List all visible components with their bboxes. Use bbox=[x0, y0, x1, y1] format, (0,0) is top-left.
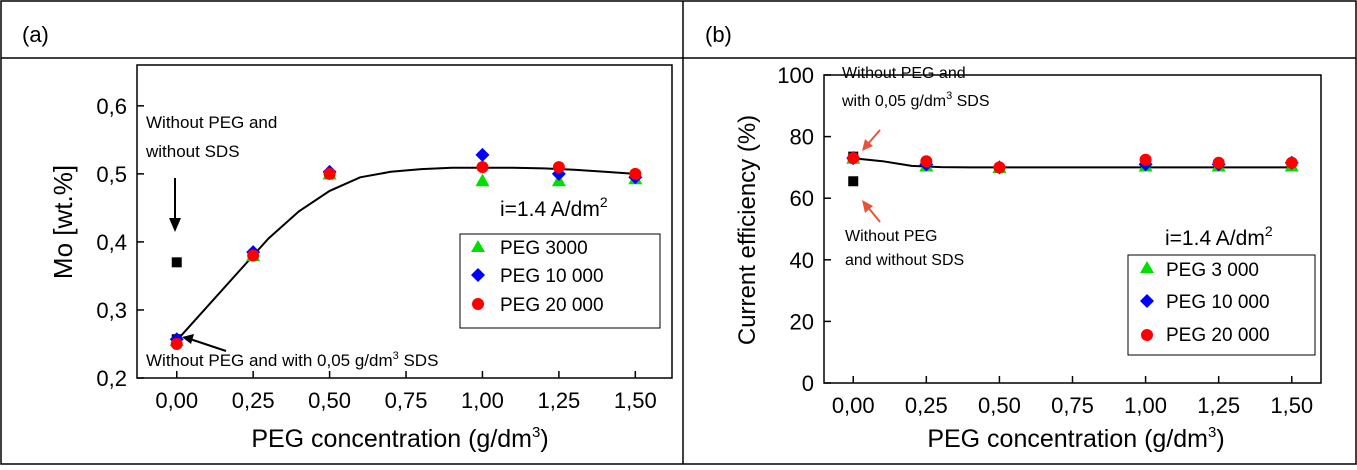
x-tick-label-a: 1,25 bbox=[537, 388, 580, 413]
point-a-peg10000 bbox=[475, 147, 490, 162]
reference-point-b bbox=[848, 176, 859, 187]
legend-b-label-peg10000: PEG 10 000 bbox=[1166, 292, 1270, 313]
annotation-a-without-sds-line1: Without PEG and bbox=[146, 113, 277, 132]
y-tick-label-b: 100 bbox=[777, 63, 814, 88]
x-tick-label-a: 0,00 bbox=[155, 388, 198, 413]
arrowhead-b-with-sds bbox=[862, 139, 873, 151]
y-tick-label-a: 0,4 bbox=[96, 230, 127, 255]
y-tick-label-a: 0,5 bbox=[96, 162, 127, 187]
y-tick-label-a: 0,6 bbox=[96, 94, 127, 119]
y-tick-label-a: 0,3 bbox=[96, 298, 127, 323]
y-axis-label-b: Current efficiency (%) bbox=[734, 115, 761, 345]
panel-label-b: (b) bbox=[705, 22, 732, 47]
point-b-peg20000 bbox=[1139, 153, 1152, 166]
reference-point-a bbox=[171, 257, 182, 268]
y-tick-label-b: 60 bbox=[790, 186, 814, 211]
chart-b: Current efficiency (%) PEG concentration… bbox=[734, 63, 1322, 453]
x-tick-label-a: 0,25 bbox=[232, 388, 275, 413]
legend-a-label-peg10000: PEG 10 000 bbox=[500, 266, 604, 287]
x-tick-label-a: 0,50 bbox=[308, 388, 351, 413]
annotation-b-with-sds-line2: with 0,05 g/dm3 SDS bbox=[841, 90, 990, 110]
legend-a-marker-peg20000 bbox=[472, 298, 484, 310]
x-tick-label-b: 0,50 bbox=[978, 393, 1021, 418]
x-axis-label-a: PEG concentration (g/dm3) bbox=[251, 424, 548, 453]
legend-a-label-peg20000: PEG 20 000 bbox=[500, 295, 604, 316]
legend-b-label-peg3000: PEG 3 000 bbox=[1166, 260, 1259, 281]
point-a-peg20000 bbox=[552, 161, 565, 174]
arrowhead-a-with-sds bbox=[182, 334, 194, 344]
point-b-peg20000 bbox=[1212, 156, 1225, 169]
x-tick-label-b: 1,25 bbox=[1197, 393, 1240, 418]
x-tick-label-b: 1,00 bbox=[1124, 393, 1167, 418]
y-tick-label-b: 20 bbox=[790, 309, 814, 334]
point-b-peg20000 bbox=[847, 152, 860, 165]
chart-a: Mo [wt.%] PEG concentration (g/dm3) With… bbox=[48, 64, 673, 453]
x-tick-label-a: 1,00 bbox=[461, 388, 504, 413]
legend-b: PEG 3 000 PEG 10 000 PEG 20 000 bbox=[1127, 254, 1316, 356]
legend-b-marker-peg20000 bbox=[1141, 329, 1153, 341]
legend-b-marker-peg3000 bbox=[1140, 261, 1154, 273]
point-a-peg20000 bbox=[170, 337, 183, 350]
legend-box-b bbox=[1127, 254, 1316, 356]
legend-a-marker-peg3000 bbox=[471, 240, 485, 252]
point-a-peg20000 bbox=[629, 167, 642, 180]
x-tick-label-a: 1,50 bbox=[614, 388, 657, 413]
annotation-a-with-sds: Without PEG and with 0,05 g/dm3 SDS bbox=[146, 350, 438, 370]
x-axis-label-b: PEG concentration (g/dm3) bbox=[927, 424, 1224, 453]
legend-a: PEG 3000 PEG 10 000 PEG 20 000 bbox=[459, 233, 661, 329]
x-tick-label-a: 0,75 bbox=[385, 388, 428, 413]
arrow-a-with-sds bbox=[189, 338, 227, 352]
y-tick-label-b: 80 bbox=[790, 125, 814, 150]
point-b-peg20000 bbox=[920, 155, 933, 168]
legend-b-marker-peg10000 bbox=[1140, 294, 1154, 308]
plot-area-a bbox=[136, 64, 673, 379]
legend-b-label-peg20000: PEG 20 000 bbox=[1166, 325, 1270, 346]
arrow-b-with-sds bbox=[866, 129, 881, 146]
arrowhead-a-without-sds bbox=[169, 218, 181, 232]
current-density-b: i=1.4 A/dm2 bbox=[1165, 223, 1273, 250]
legend-a-label-peg3000: PEG 3000 bbox=[500, 238, 588, 259]
point-a-peg20000 bbox=[323, 167, 336, 180]
current-density-a: i=1.4 A/dm2 bbox=[500, 194, 608, 221]
annotation-a-without-sds-line2: without SDS bbox=[145, 142, 240, 161]
legend-a-marker-peg10000 bbox=[471, 268, 485, 282]
x-tick-label-b: 0,25 bbox=[905, 393, 948, 418]
annotation-b-with-sds-line1: Without PEG and bbox=[842, 65, 966, 82]
point-a-peg20000 bbox=[476, 161, 489, 174]
y-axis-label-a: Mo [wt.%] bbox=[48, 165, 78, 279]
legend-box-a bbox=[459, 233, 661, 329]
x-tick-label-b: 0,00 bbox=[832, 393, 875, 418]
fit-curve-b bbox=[853, 157, 1292, 169]
arrowhead-b-without-sds bbox=[862, 200, 873, 213]
point-b-peg20000 bbox=[993, 161, 1006, 174]
x-tick-label-b: 1,50 bbox=[1270, 393, 1313, 418]
y-tick-label-b: 40 bbox=[790, 248, 814, 273]
point-a-peg20000 bbox=[247, 249, 260, 262]
point-b-peg20000 bbox=[1285, 156, 1298, 169]
annotation-b-without-sds-line2: and without SDS bbox=[845, 252, 964, 269]
y-tick-label-a: 0,2 bbox=[96, 366, 127, 391]
y-tick-label-b: 0 bbox=[802, 371, 814, 396]
annotation-b-without-sds-line1: Without PEG bbox=[845, 228, 937, 245]
x-tick-label-b: 0,75 bbox=[1051, 393, 1094, 418]
panel-label-a: (a) bbox=[22, 22, 49, 47]
point-a-peg3000 bbox=[475, 173, 490, 187]
